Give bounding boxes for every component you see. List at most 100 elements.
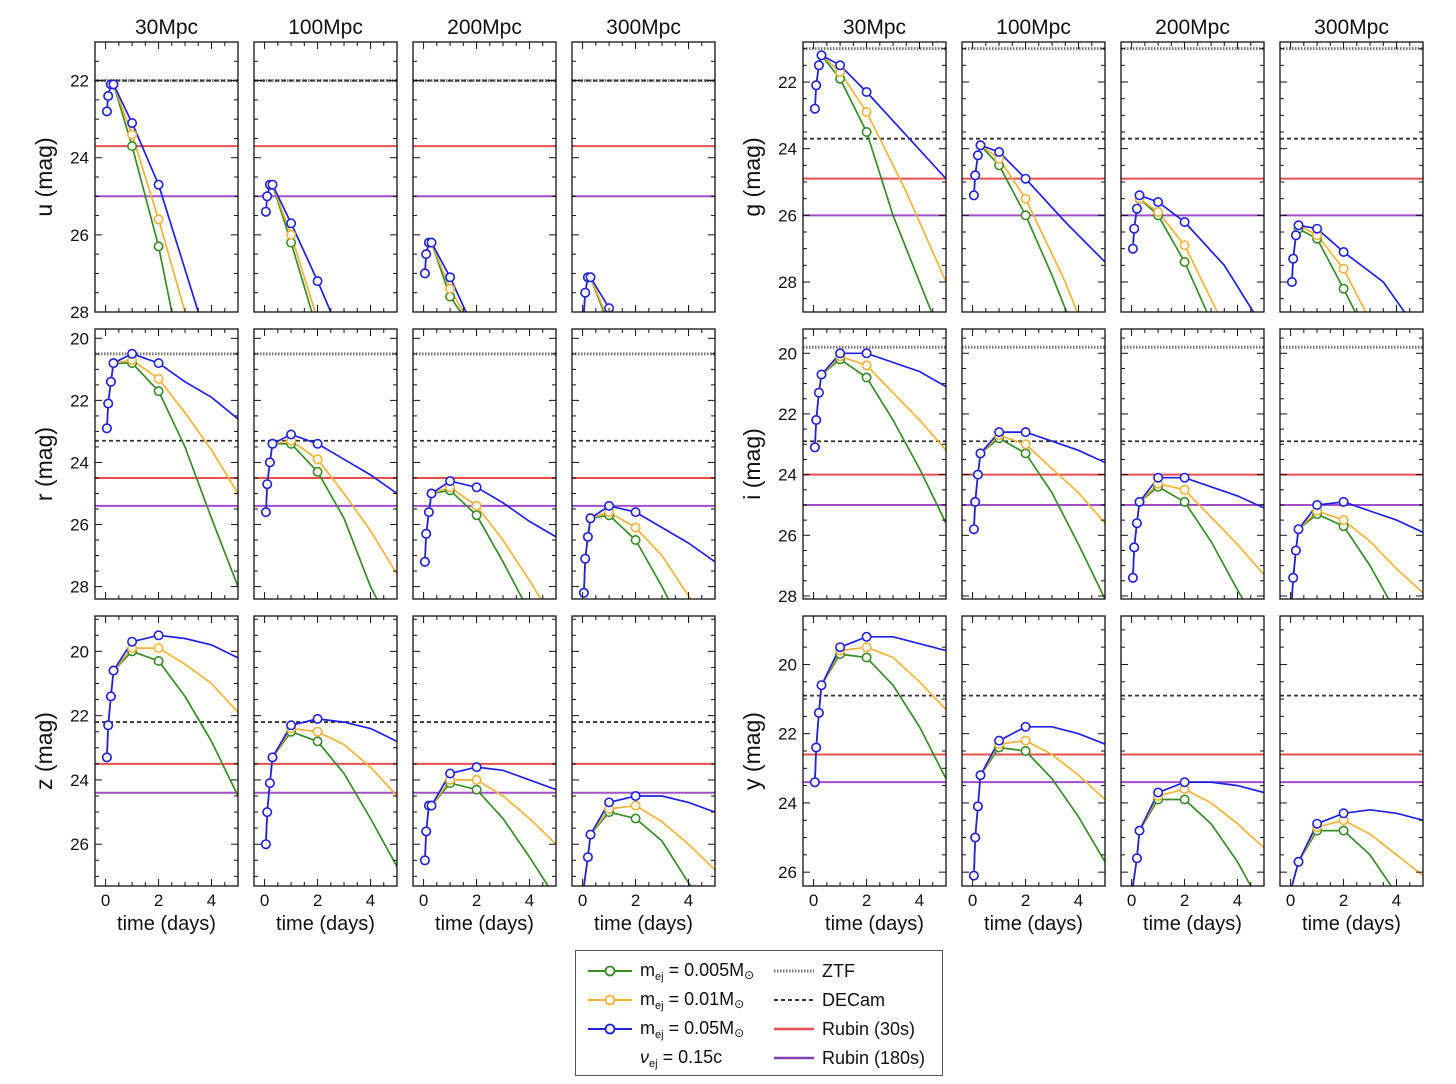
panel-frame [802, 328, 947, 600]
data-point-m005 [582, 531, 593, 542]
data-point-m005 [968, 870, 979, 881]
column-title-100Mpc: 100Mpc [288, 16, 363, 39]
data-point-m005 [809, 442, 820, 453]
legend-label-rubin-180s: Rubin (180s) [822, 1047, 926, 1068]
legend-swatch-yellow [588, 994, 632, 1006]
data-point-m005 [1153, 472, 1164, 483]
data-point-m005 [426, 488, 437, 499]
data-point-m005 [267, 438, 278, 449]
data-point-m005 [127, 636, 138, 647]
xlabel: time (days) [276, 913, 375, 935]
limits-z-200Mpc [413, 721, 556, 794]
data-point-m0005 [153, 241, 164, 252]
data-point-m005 [1134, 496, 1145, 507]
panel-frame [253, 41, 398, 313]
x-tick-label: 2 [472, 891, 481, 910]
data-point-m005 [286, 720, 297, 731]
data-point-m005 [419, 268, 430, 279]
data-point-m0005 [153, 655, 164, 666]
panel-y-300Mpc: 0 2 4 time (days) [1279, 615, 1424, 935]
panel-frame [802, 41, 947, 313]
data-point-m005 [1131, 203, 1142, 214]
legend-swatch-ztf [774, 969, 814, 973]
data-point-m005 [816, 50, 827, 61]
limits-y-30Mpc [803, 694, 946, 784]
legend: mej = 0.005M⊙ mej = 0.01M⊙ mej = 0.05M⊙ … [575, 950, 943, 1076]
data-point-m005 [968, 524, 979, 535]
y-tick-label: 20 [70, 329, 89, 348]
data-point-m0005 [153, 386, 164, 397]
panel-frame [412, 328, 557, 600]
data-point-m005 [585, 513, 596, 524]
series-line-m0005 [1132, 798, 1252, 886]
panel-i-200Mpc [1120, 328, 1265, 600]
data-point-m005 [1179, 217, 1190, 228]
series-line-m0005 [265, 730, 397, 868]
data-point-m0005 [1338, 825, 1349, 836]
column-title-300Mpc: 300Mpc [1314, 16, 1389, 39]
data-point-m005 [1179, 777, 1190, 788]
legend-label-mej-001: mej = 0.01M⊙ [640, 988, 745, 1012]
data-point-m001 [153, 214, 164, 225]
data-point-m005 [861, 348, 872, 359]
limits-i-100Mpc [962, 345, 1105, 506]
data-point-m005 [809, 103, 820, 114]
panel-frame [1279, 41, 1424, 313]
data-point-m001 [153, 373, 164, 384]
y-tick-label: 24 [70, 149, 89, 168]
x-tick-label: 0 [809, 891, 818, 910]
data-point-m005 [1288, 572, 1299, 583]
data-point-m005 [816, 680, 827, 691]
data-point-m0005 [1179, 496, 1190, 507]
series-line-m001 [814, 53, 946, 283]
y-tick-label: 26 [778, 206, 797, 225]
data-point-m005 [1131, 853, 1142, 864]
data-point-m005 [835, 642, 846, 653]
limits-y-100Mpc [962, 694, 1105, 784]
x-tick-label: 0 [968, 891, 977, 910]
curves-i-200Mpc [1127, 472, 1264, 599]
data-point-m005 [108, 665, 119, 676]
limits-g-200Mpc [1121, 47, 1264, 217]
curves-g-300Mpc [1286, 220, 1406, 312]
data-point-m005 [264, 778, 275, 789]
legend-entry-ztf: ZTF [772, 957, 855, 985]
curves-u-200Mpc [419, 237, 467, 312]
legend-label-rubin-30s: Rubin (30s) [822, 1018, 916, 1039]
data-point-m005 [421, 249, 432, 260]
limits-y-200Mpc [1121, 694, 1264, 784]
data-point-m005 [1020, 427, 1031, 438]
panel-i-300Mpc [1279, 328, 1424, 600]
limits-r-200Mpc [413, 352, 556, 507]
data-point-m005 [312, 438, 323, 449]
curves-y-300Mpc [1291, 808, 1423, 886]
data-point-m005 [972, 801, 983, 812]
data-point-m005 [1153, 197, 1164, 208]
y-tick-label: 22 [70, 391, 89, 410]
panel-frame [1279, 615, 1424, 887]
data-point-m005 [108, 358, 119, 369]
limits-g-100Mpc [962, 47, 1105, 217]
column-title-100Mpc: 100Mpc [996, 16, 1071, 39]
data-point-m001 [1020, 439, 1031, 450]
data-point-m005 [267, 179, 278, 190]
panel-z-200Mpc: 0 2 4 time (days) [412, 615, 557, 935]
ylabel-r: r (mag) [31, 427, 57, 501]
curves-z-30Mpc [101, 630, 238, 797]
data-point-m001 [312, 726, 323, 737]
xlabel: time (days) [1143, 913, 1242, 935]
data-point-m005 [1127, 243, 1138, 254]
panel-u-100Mpc [253, 41, 398, 313]
curves-g-100Mpc [968, 140, 1105, 312]
series-line-m0005 [424, 782, 549, 886]
data-point-m005 [835, 60, 846, 71]
legend-label-velocity: νej = 0.15c [640, 1046, 723, 1070]
data-point-m0005 [1020, 745, 1031, 756]
series-line-m0005 [973, 143, 1068, 312]
series-line-m001 [973, 434, 1105, 530]
panel-r-300Mpc [571, 328, 716, 600]
panel-frame [253, 328, 398, 600]
panel-g-30Mpc: 22 24 26 28 [778, 41, 947, 313]
x-tick-label: 0 [260, 891, 269, 910]
legend-swatch-green [588, 965, 632, 977]
